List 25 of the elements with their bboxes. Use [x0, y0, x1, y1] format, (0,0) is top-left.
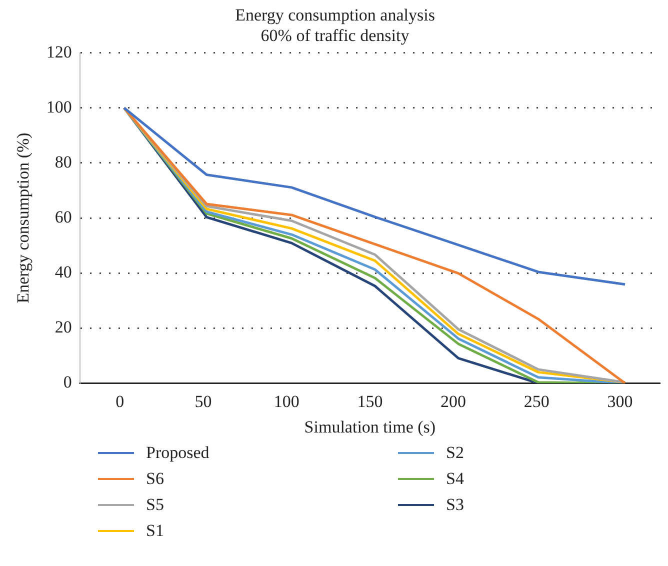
legend-label: S2	[446, 443, 464, 463]
x-axis-title: Simulation time (s)	[304, 417, 436, 436]
x-tick-label: 300	[607, 392, 633, 411]
y-axis-title: Energy consumption (%)	[14, 132, 33, 304]
y-tick-label: 100	[46, 97, 72, 116]
y-tick-label: 60	[54, 207, 72, 226]
y-tick-label: 120	[46, 42, 72, 62]
y-tick-label: 40	[54, 262, 72, 282]
legend-label: S3	[446, 495, 464, 515]
x-tick-label: 150	[357, 392, 383, 411]
chart-subtitle: 60% of traffic density	[260, 26, 410, 46]
y-tick-label: 80	[54, 152, 72, 172]
legend-label: Proposed	[146, 443, 210, 463]
y-tick-label: 0	[63, 372, 72, 392]
legend-label: S4	[446, 469, 464, 489]
legend-label: S6	[146, 469, 164, 489]
x-tick-label: 100	[274, 392, 300, 411]
chart-title: Energy consumption analysis	[235, 6, 435, 25]
x-tick-label: 250	[524, 392, 550, 411]
legend-label: S5	[146, 495, 164, 515]
x-tick-label: 0	[116, 392, 124, 411]
x-tick-label: 200	[440, 392, 466, 411]
x-tick-label: 50	[194, 392, 212, 411]
legend-label: S1	[146, 521, 164, 541]
y-tick-label: 20	[54, 318, 72, 337]
